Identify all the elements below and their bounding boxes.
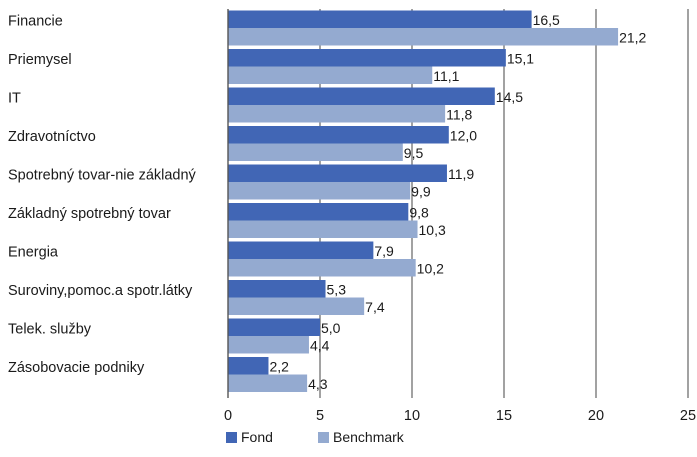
x-tick-10: 10 bbox=[404, 408, 420, 424]
x-tick-20: 20 bbox=[588, 408, 604, 424]
bar-benchmark-4 bbox=[228, 182, 411, 200]
category-label-4: Spotrebný tovar-nie základný bbox=[8, 167, 197, 183]
bar-fond-7 bbox=[228, 280, 326, 298]
category-label-3: Zdravotníctvo bbox=[8, 129, 96, 145]
data-label-benchmark-8: 4,4 bbox=[310, 338, 330, 354]
data-label-fond-6: 7,9 bbox=[374, 243, 394, 259]
bar-benchmark-7 bbox=[228, 297, 365, 315]
data-label-benchmark-4: 9,9 bbox=[411, 184, 431, 200]
bar-fond-6 bbox=[228, 241, 374, 259]
category-label-1: Priemysel bbox=[8, 52, 72, 68]
data-label-fond-4: 11,9 bbox=[448, 166, 474, 182]
bar-benchmark-1 bbox=[228, 66, 433, 84]
bar-benchmark-8 bbox=[228, 336, 309, 354]
x-tick-25: 25 bbox=[680, 408, 696, 424]
data-label-benchmark-1: 11,1 bbox=[433, 68, 459, 84]
data-label-fond-0: 16,5 bbox=[533, 12, 560, 28]
category-label-2: IT bbox=[8, 90, 21, 106]
data-label-benchmark-6: 10,2 bbox=[417, 261, 444, 277]
data-label-fond-1: 15,1 bbox=[507, 51, 534, 67]
data-label-fond-5: 9,8 bbox=[409, 205, 429, 221]
x-tick-0: 0 bbox=[224, 408, 232, 424]
x-tick-labels: 0 5 10 15 20 25 bbox=[224, 408, 696, 424]
bar-fond-1 bbox=[228, 49, 506, 67]
category-label-6: Energia bbox=[8, 244, 59, 260]
bar-benchmark-0 bbox=[228, 28, 619, 46]
bar-fond-8 bbox=[228, 318, 320, 336]
bar-fond-5 bbox=[228, 203, 409, 221]
bar-benchmark-9 bbox=[228, 374, 308, 392]
bar-benchmark-5 bbox=[228, 220, 418, 238]
bar-fond-4 bbox=[228, 164, 447, 182]
data-label-fond-3: 12,0 bbox=[450, 128, 477, 144]
category-label-0: Financie bbox=[8, 13, 63, 29]
data-label-fond-2: 14,5 bbox=[496, 89, 523, 105]
data-label-benchmark-3: 9,5 bbox=[404, 145, 424, 161]
category-label-8: Telek. služby bbox=[8, 321, 92, 337]
bar-fond-3 bbox=[228, 126, 449, 144]
x-tick-15: 15 bbox=[496, 408, 512, 424]
bar-benchmark-2 bbox=[228, 105, 446, 123]
category-labels: Financie Priemysel IT Zdravotníctvo Spotrebn… bbox=[8, 13, 197, 376]
data-label-fond-9: 2,2 bbox=[269, 359, 289, 375]
legend-label-benchmark: Benchmark bbox=[333, 429, 405, 445]
legend-label-fond: Fond bbox=[241, 429, 273, 445]
bars bbox=[228, 10, 619, 392]
legend: Fond Benchmark bbox=[226, 429, 405, 445]
category-label-5: Základný spotrebný tovar bbox=[8, 206, 171, 222]
legend-swatch-fond bbox=[226, 432, 237, 443]
data-label-benchmark-2: 11,8 bbox=[446, 107, 472, 123]
legend-swatch-benchmark bbox=[318, 432, 329, 443]
data-label-benchmark-0: 21,2 bbox=[619, 30, 646, 46]
data-label-benchmark-7: 7,4 bbox=[365, 299, 385, 315]
category-label-9: Zásobovacie podniky bbox=[8, 360, 145, 376]
bar-fond-9 bbox=[228, 357, 269, 375]
bar-benchmark-3 bbox=[228, 143, 403, 161]
bar-fond-0 bbox=[228, 10, 532, 28]
data-label-fond-8: 5,0 bbox=[321, 320, 341, 336]
data-label-benchmark-5: 10,3 bbox=[419, 222, 446, 238]
category-label-7: Suroviny,pomoc.a spotr.látky bbox=[8, 283, 193, 299]
data-label-fond-7: 5,3 bbox=[327, 282, 347, 298]
bar-benchmark-6 bbox=[228, 259, 416, 277]
bar-fond-2 bbox=[228, 87, 495, 105]
data-labels: 16,5 21,2 15,1 11,1 14,5 11,8 12,0 9,5 11,9 9,9 9,… bbox=[269, 12, 646, 392]
data-label-benchmark-9: 4,3 bbox=[308, 376, 328, 392]
x-tick-5: 5 bbox=[316, 408, 324, 424]
